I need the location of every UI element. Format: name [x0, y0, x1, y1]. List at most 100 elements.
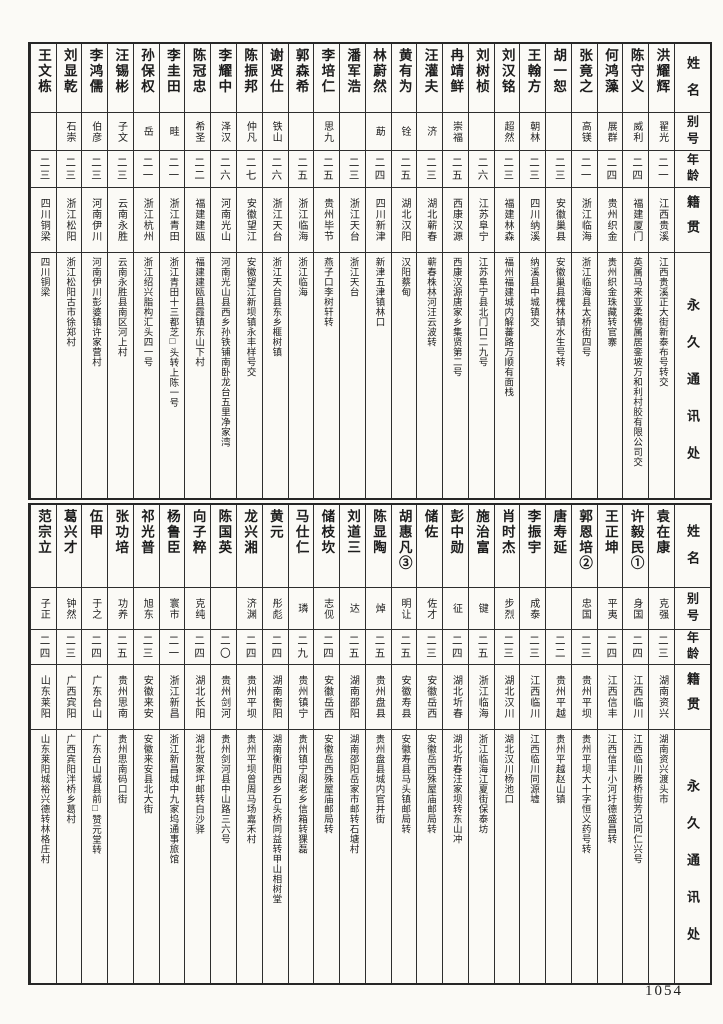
person-age: 二四 [38, 634, 50, 660]
person-alias: 高镁 [579, 120, 591, 143]
person-native-cell: 西康汉源 [443, 187, 468, 252]
person-name-cell: 黄有为 [392, 44, 417, 112]
person-age: 二七 [244, 156, 256, 182]
person-address-cell: 汉阳蔡甸 [391, 252, 417, 498]
person-name: 许毅民① [628, 509, 644, 571]
person-alias-cell: 平夷 [597, 587, 623, 629]
person-address-cell: 燕子口李树轩转 [314, 252, 340, 498]
person-native-cell: 云南永胜 [108, 187, 133, 252]
person-native-place: 贵州平坝 [244, 675, 256, 719]
person-native-cell: 浙江新昌 [159, 664, 185, 729]
person-column: 孙保权 岳 二一 浙江杭州 浙江绍兴脂构汇头四一号 [132, 44, 159, 498]
person-native-cell: 福建林森 [494, 187, 520, 252]
person-native-cell: 贵州织金 [597, 187, 623, 252]
person-address-cell: 浙江青田十三都芝□头转上陈一号 [159, 252, 185, 498]
person-alias-cell: 仲凡 [236, 112, 262, 150]
person-alias: 朝林 [527, 120, 539, 143]
person-alias: 展群 [605, 120, 617, 143]
person-address: 安徽岳西殊屋庙邮局转 [424, 734, 435, 834]
person-native-cell: 浙江临海 [468, 664, 494, 729]
person-age: 二三 [528, 634, 540, 660]
header-address-label: 永久通讯处 [685, 779, 700, 964]
person-address-cell: 西康汉源唐家乡集贤第二号 [443, 252, 468, 498]
person-alias: 达 [347, 603, 359, 614]
person-address: 浙江新昌城中九家坞通事旅馆 [167, 734, 178, 864]
person-age: 二一 [141, 156, 153, 182]
person-column: 王文栋 二三 四川铜梁 四川铜梁 [29, 44, 56, 498]
person-alias-cell: 超然 [494, 112, 520, 150]
person-alias-cell: 铁山 [262, 112, 288, 150]
person-alias: 希圣 [192, 120, 204, 143]
header-address-cell: 永久通讯处 [675, 252, 710, 498]
person-name-cell: 郭恩培② [572, 505, 597, 587]
person-alias-cell: 翟光 [649, 112, 674, 150]
person-column: 郭森希 二五 浙江临海 浙江临海 [287, 44, 314, 498]
person-column: 王正坤 平夷 二四 江西信丰 江西信丰小河圩德盛昌转 [596, 505, 623, 983]
person-age: 二四 [193, 634, 205, 660]
person-age: 二四 [605, 156, 617, 182]
person-alias: 征 [450, 603, 462, 614]
person-column: 李圭田 畦 二一 浙江青田 浙江青田十三都芝□头转上陈一号 [158, 44, 185, 498]
person-name: 王文栋 [35, 48, 51, 95]
person-address-cell: 贵州平坝曾周马场嘉禾村 [236, 729, 262, 983]
person-name-cell: 李耀中 [211, 44, 236, 112]
person-native-place: 贵州镇宁 [295, 675, 307, 719]
person-age-cell: 二三 [340, 150, 365, 187]
person-address-cell: 湖北圻春汪家坝转东山冲 [443, 729, 468, 983]
person-native-place: 贵州思南 [115, 675, 127, 719]
person-native-cell: 湖北汉川 [494, 664, 520, 729]
person-alias-cell: 身国 [623, 587, 649, 629]
person-address-cell: 贵州镇宁阁老乡信箱转猓磊 [288, 729, 314, 983]
person-name: 刘树桢 [474, 48, 489, 95]
person-native-cell: 贵州镇宁 [288, 664, 314, 729]
person-column: 林蔚然 莇 二四 四川新津 新津五津镇林口 [364, 44, 391, 498]
person-native-cell: 浙江杭州 [133, 187, 159, 252]
person-name: 向子粹 [190, 509, 206, 556]
person-address-cell: 安徽寿县马头镇邮局转 [391, 729, 417, 983]
person-column: 龙兴湘 济渊 二四 贵州平坝 贵州平坝曾周马场嘉禾村 [235, 505, 262, 983]
person-native-place: 西康汉源 [450, 198, 462, 242]
person-alias: 璘 [295, 603, 307, 614]
person-name-cell: 张功培 [108, 505, 133, 587]
person-native-place: 福建厦门 [630, 198, 642, 242]
person-column: 郭恩培② 忠国 二三 贵州平坝 贵州平坝大十字恒义药号转 [570, 505, 597, 983]
person-column: 张功培 功养 二五 贵州思南 贵州思南码口街 [107, 505, 133, 983]
person-age-cell: 二四 [623, 629, 649, 664]
person-age-cell: 二五 [288, 150, 314, 187]
person-address: 江西临川腾桥街芳记同仁兴号 [631, 734, 642, 864]
person-native-cell: 安徽岳西 [314, 664, 340, 729]
person-name: 王翰方 [525, 48, 541, 95]
person-alias: 旭东 [141, 597, 153, 620]
person-name-cell: 陈振邦 [237, 44, 262, 112]
person-alias: 翟光 [656, 120, 668, 143]
person-alias-cell: 键 [468, 587, 494, 629]
person-alias: 志伣 [321, 597, 333, 620]
person-native-place: 安徽望江 [244, 198, 256, 242]
person-address: 燕子口李树轩转 [321, 257, 332, 327]
person-alias: 仲凡 [244, 120, 256, 143]
person-address-cell: 湖南资兴渡头市 [649, 729, 674, 983]
person-native-cell: 安徽望江 [236, 187, 262, 252]
person-address-cell: 河南光山县西乡孙铁铺南卧龙台五里净家湾 [211, 252, 236, 498]
person-address-cell: 河南伊川彭婆镇许家营村 [82, 252, 108, 498]
person-alias: 思九 [321, 120, 333, 143]
person-name-cell: 陈国英 [211, 505, 236, 587]
person-name-cell: 杨鲁臣 [160, 505, 185, 587]
header-native-label: 籍贯 [685, 195, 700, 245]
person-alias-cell: 子正 [30, 587, 56, 629]
person-name: 洪耀辉 [654, 48, 670, 95]
person-age: 二一 [167, 634, 179, 660]
person-name-cell: 陈守义 [623, 44, 648, 112]
person-age-cell: 二五 [391, 629, 417, 664]
person-name: 张竟之 [577, 48, 593, 95]
person-name: 李鸿儒 [87, 48, 103, 95]
person-address: 纳溪县中城镇交 [528, 257, 539, 327]
person-name: 何鸿藻 [602, 48, 618, 95]
person-address: 四川铜梁 [38, 257, 49, 297]
person-age: 二〇 [218, 634, 230, 660]
person-native-place: 四川新津 [373, 198, 385, 242]
person-age-cell: 二一 [649, 150, 674, 187]
person-address: 安徽巢县槐林镇水生号转 [553, 257, 564, 367]
person-column: 李振宇 成泰 二三 江西临川 江西临川同源墟 [519, 505, 546, 983]
person-name-cell: 储佐 [417, 505, 442, 587]
